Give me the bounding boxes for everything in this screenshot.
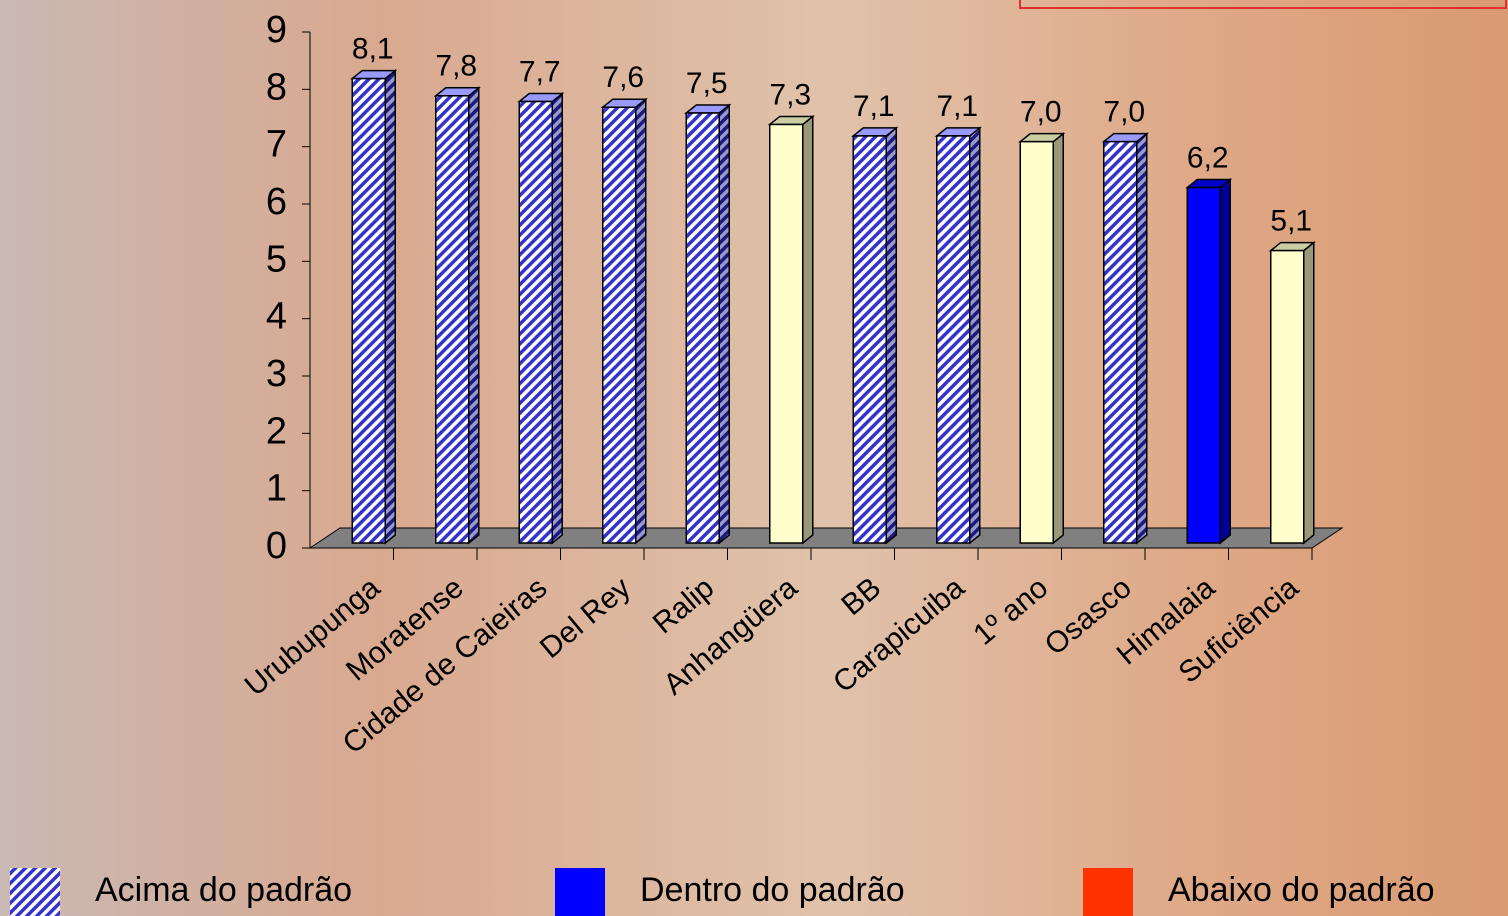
value-label: 7,1	[936, 90, 978, 123]
value-label: 7,0	[1103, 96, 1145, 129]
value-label: 7,8	[435, 50, 477, 83]
bar-side	[1136, 132, 1148, 545]
bar-side	[551, 91, 563, 545]
bar-side	[969, 126, 981, 545]
bar-side	[468, 86, 480, 545]
legend-label: Acima do padrão	[95, 871, 352, 909]
value-label: 7,1	[853, 90, 895, 123]
value-label: 5,1	[1270, 205, 1312, 238]
value-label: 7,7	[519, 55, 561, 88]
bar	[1270, 249, 1305, 544]
value-label: 7,0	[1020, 96, 1062, 129]
bar	[1019, 140, 1054, 544]
y-tick-label: 5	[266, 238, 287, 280]
y-tick-label: 1	[266, 468, 287, 510]
y-tick-label: 4	[266, 296, 287, 338]
y-tick-label: 9	[266, 9, 287, 51]
bar	[351, 77, 386, 544]
legend-swatch	[10, 868, 60, 916]
decor-box	[1019, 0, 1507, 9]
legend-swatch	[555, 868, 605, 916]
value-label: 7,3	[769, 78, 811, 111]
bar-side	[635, 97, 647, 545]
y-tick-label: 3	[266, 353, 287, 395]
value-label: 7,5	[686, 67, 728, 100]
bar-side	[718, 103, 730, 545]
bar	[852, 135, 887, 544]
bar-side	[384, 69, 396, 545]
bar-side	[1303, 241, 1315, 545]
bar-side	[802, 114, 814, 545]
bar	[435, 95, 470, 544]
bar-side	[885, 126, 897, 545]
bar	[518, 100, 553, 544]
bar-side	[1219, 177, 1231, 545]
legend-swatch	[1083, 868, 1133, 916]
bar	[602, 106, 637, 544]
bar	[1186, 186, 1221, 544]
y-tick-label: 0	[266, 525, 287, 567]
bar-side	[1052, 132, 1064, 545]
y-tick-label: 8	[266, 66, 287, 108]
value-label: 7,6	[602, 61, 644, 94]
y-tick-label: 2	[266, 410, 287, 452]
value-label: 6,2	[1187, 141, 1229, 174]
bar	[769, 123, 804, 544]
legend-label: Abaixo do padrão	[1168, 871, 1435, 909]
y-tick-label: 7	[266, 124, 287, 166]
legend: Acima do padrão Dentro do padrão Abaixo do…	[10, 868, 1435, 916]
y-tick-label: 6	[266, 181, 287, 223]
legend-label: Dentro do padrão	[640, 871, 905, 909]
bar	[936, 135, 971, 544]
value-label: 8,1	[352, 33, 394, 66]
bar	[685, 112, 720, 544]
bar	[1103, 140, 1138, 544]
